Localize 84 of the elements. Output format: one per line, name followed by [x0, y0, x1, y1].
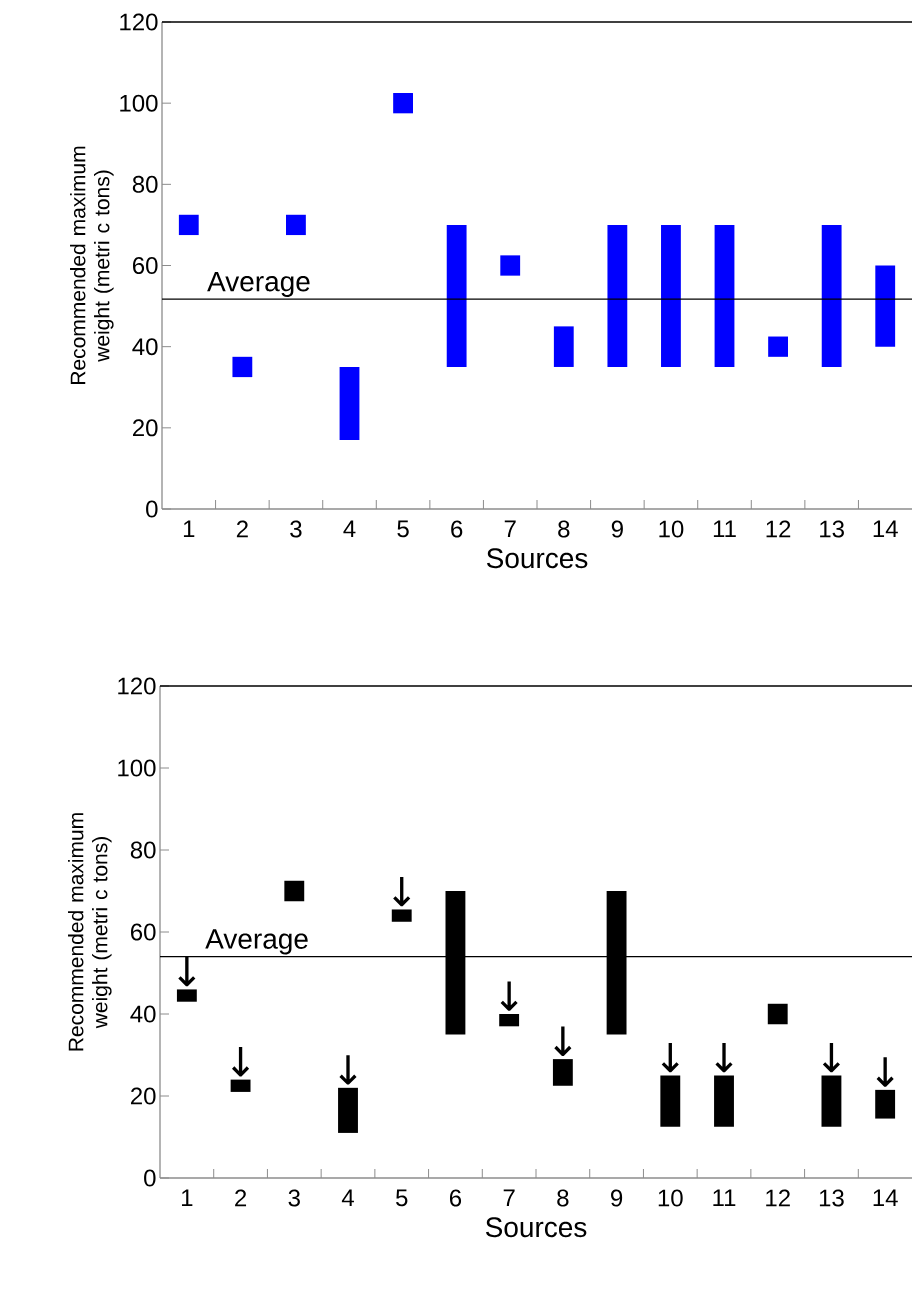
annotation: ↓ [661, 1043, 679, 1073]
bar [446, 224, 467, 367]
x-tick-label: 14 [873, 1189, 898, 1207]
bar [553, 326, 574, 367]
annotation: ↓ [822, 1043, 840, 1073]
y-tick-label: 100 [118, 759, 156, 777]
x-tick-label: 11 [713, 520, 736, 538]
x-tick-label: 14 [873, 520, 898, 538]
x-tick-label: 12 [766, 1189, 790, 1207]
bar [768, 336, 788, 357]
ref-line-label: Average [207, 271, 310, 297]
y-tick-label: 0 [144, 1169, 156, 1187]
bar [230, 1079, 251, 1092]
bar [178, 214, 199, 236]
y-tick-label: 40 [130, 1005, 156, 1023]
x-tick-label: 9 [611, 1189, 623, 1207]
bar [821, 224, 842, 367]
x-tick-label: 1 [183, 520, 195, 538]
bar [391, 909, 412, 922]
x-tick-label: 1 [182, 1189, 193, 1207]
y-tick-label: 20 [130, 1087, 156, 1105]
bar [552, 1059, 573, 1086]
y-tick-label: 80 [130, 841, 156, 859]
x-tick-label: 3 [290, 520, 302, 538]
x-tick-label: 6 [451, 520, 463, 538]
x-tick-label: 8 [557, 1189, 569, 1207]
bar [875, 1089, 896, 1119]
bar [339, 366, 360, 441]
x-tick-label: 10 [658, 1189, 683, 1207]
bar [232, 356, 253, 378]
annotation: ↓ [554, 1026, 572, 1056]
x-tick-label: 5 [397, 520, 409, 538]
y-tick-label: 40 [132, 338, 158, 356]
x-tick-label: 9 [611, 520, 623, 538]
annotation: ↓ [500, 981, 518, 1011]
annotation: ↓ [876, 1057, 894, 1087]
annotation: ↓ [339, 1055, 357, 1085]
bar [767, 1003, 788, 1025]
y-tick-label: 60 [133, 257, 158, 274]
x-tick-label: 7 [503, 1189, 515, 1207]
y-axis-title: Recommended maximum weight (metri c tons) [70, 146, 114, 384]
bar [875, 265, 896, 347]
x-axis-title: Sources [486, 548, 588, 569]
bar [714, 224, 735, 367]
x-tick-label: 2 [236, 520, 248, 538]
bar [393, 93, 413, 114]
y-tick-label: 20 [132, 419, 158, 437]
bar [500, 255, 521, 276]
x-tick-label: 13 [819, 1189, 844, 1207]
bar [284, 880, 305, 902]
bar [821, 1075, 842, 1127]
x-tick-label: 3 [288, 1189, 300, 1207]
annotation: ↓ [178, 956, 196, 987]
x-tick-label: 10 [659, 520, 684, 538]
y-tick-label: 100 [120, 94, 158, 112]
y-axis-title: Recommended maximum weight (metri c tons) [68, 813, 112, 1051]
bar [660, 1075, 681, 1127]
y-tick-label: 120 [118, 677, 156, 695]
bar [661, 224, 681, 367]
x-tick-label: 11 [713, 1189, 736, 1207]
x-tick-label: 4 [343, 520, 356, 538]
y-tick-label: 80 [132, 175, 158, 193]
x-tick-label: 2 [235, 1189, 247, 1207]
x-tick-label: 8 [558, 520, 570, 538]
y-tick-label: 0 [146, 500, 158, 518]
bar [607, 224, 628, 367]
bar [714, 1075, 734, 1127]
x-tick-label: 7 [504, 520, 516, 538]
bar [176, 989, 197, 1002]
annotation: ↓ [232, 1047, 250, 1077]
bar [286, 214, 306, 236]
bar [338, 1087, 358, 1133]
annotation: ↓ [715, 1043, 733, 1073]
x-axis-title: Sources [485, 1217, 587, 1238]
x-tick-label: 4 [341, 1189, 354, 1207]
y-tick-label: 120 [120, 13, 158, 31]
bar [499, 1014, 520, 1027]
annotation: ↓ [393, 876, 411, 907]
y-tick-label: 60 [131, 923, 156, 941]
x-tick-label: 6 [449, 1189, 462, 1207]
x-tick-label: 12 [766, 520, 791, 538]
x-tick-label: 13 [820, 520, 844, 538]
x-tick-label: 5 [396, 1189, 408, 1207]
ref-line-label: Average [205, 929, 308, 955]
